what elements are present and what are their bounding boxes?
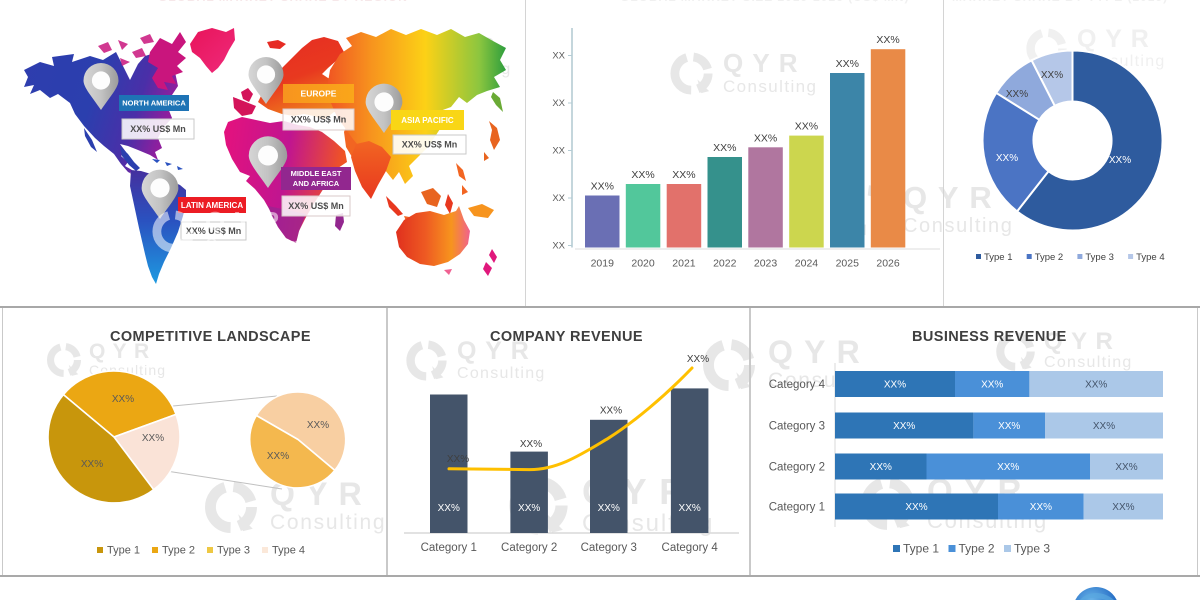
svg-text:XX%: XX%: [307, 420, 329, 431]
svg-text:XX%: XX%: [754, 132, 777, 144]
svg-text:2020: 2020: [631, 258, 655, 270]
svg-text:ASIA PACIFIC: ASIA PACIFIC: [401, 116, 454, 125]
svg-text:2021: 2021: [672, 258, 696, 270]
svg-text:XX: XX: [552, 193, 565, 204]
svg-text:MIDDLE EAST: MIDDLE EAST: [291, 169, 342, 178]
svg-text:Category 4: Category 4: [769, 379, 826, 391]
svg-text:XX%: XX%: [836, 58, 859, 70]
svg-text:Type 3: Type 3: [1085, 252, 1114, 263]
svg-text:XX%: XX%: [996, 153, 1018, 164]
svg-text:2023: 2023: [754, 258, 778, 270]
svg-text:XX%: XX%: [1085, 380, 1107, 391]
svg-text:XX: XX: [552, 241, 565, 252]
svg-text:XX%: XX%: [876, 34, 899, 46]
svg-text:XX%: XX%: [520, 439, 542, 450]
svg-text:Category 4: Category 4: [662, 542, 719, 554]
svg-text:XX%: XX%: [713, 142, 736, 154]
svg-text:Type 1: Type 1: [984, 252, 1013, 263]
svg-text:XX%: XX%: [997, 462, 1019, 473]
svg-text:XX%: XX%: [795, 121, 818, 133]
svg-text:XX% US$ Mn: XX% US$ Mn: [130, 124, 186, 134]
svg-text:Type 1: Type 1: [107, 545, 140, 557]
svg-text:2024: 2024: [795, 258, 819, 270]
svg-text:XX%: XX%: [905, 502, 927, 513]
svg-text:XX%: XX%: [81, 459, 103, 470]
svg-text:Type 4: Type 4: [1136, 252, 1165, 263]
svg-text:XX%: XX%: [600, 406, 622, 417]
svg-text:Type 2: Type 2: [162, 545, 195, 557]
svg-text:XX%: XX%: [672, 169, 695, 181]
svg-text:XX: XX: [552, 146, 565, 157]
svg-text:XX%: XX%: [679, 503, 701, 514]
svg-text:XX%: XX%: [884, 380, 906, 391]
svg-text:EUROPE: EUROPE: [301, 89, 337, 99]
svg-text:AND AFRICA: AND AFRICA: [293, 179, 340, 188]
svg-text:XX% US$ Mn: XX% US$ Mn: [402, 140, 458, 150]
svg-text:Type 2: Type 2: [1035, 252, 1064, 263]
svg-text:XX%: XX%: [1115, 462, 1137, 473]
svg-text:XX%: XX%: [598, 503, 620, 514]
svg-text:Type 2: Type 2: [959, 542, 995, 556]
svg-text:2025: 2025: [836, 258, 860, 270]
svg-text:XX: XX: [552, 51, 565, 62]
svg-text:Category 3: Category 3: [581, 542, 637, 554]
svg-text:XX% US$ Mn: XX% US$ Mn: [186, 226, 242, 236]
svg-text:2026: 2026: [876, 258, 900, 270]
svg-text:XX% US$ Mn: XX% US$ Mn: [291, 115, 347, 125]
svg-text:XX%: XX%: [591, 181, 614, 193]
svg-text:XX%: XX%: [447, 454, 469, 465]
svg-text:XX%: XX%: [687, 354, 709, 365]
svg-text:XX%: XX%: [1112, 502, 1134, 513]
svg-text:Type 1: Type 1: [903, 542, 939, 556]
svg-text:XX%: XX%: [870, 462, 892, 473]
svg-text:LATIN AMERICA: LATIN AMERICA: [181, 201, 243, 210]
svg-text:Category 2: Category 2: [769, 462, 825, 474]
svg-text:XX%: XX%: [1109, 155, 1131, 166]
svg-text:Type 4: Type 4: [272, 545, 305, 557]
svg-text:XX%: XX%: [1006, 89, 1028, 100]
svg-text:XX%: XX%: [112, 394, 134, 405]
svg-text:XX%: XX%: [1030, 502, 1052, 513]
svg-text:Type 3: Type 3: [217, 545, 250, 557]
svg-text:Category 2: Category 2: [501, 542, 557, 554]
svg-text:XX%: XX%: [518, 503, 540, 514]
svg-text:2022: 2022: [713, 258, 737, 270]
svg-text:XX%: XX%: [631, 169, 654, 181]
svg-text:XX%: XX%: [142, 433, 164, 444]
svg-text:XX%: XX%: [893, 421, 915, 432]
svg-text:XX%: XX%: [438, 503, 460, 514]
svg-text:XX%: XX%: [981, 380, 1003, 391]
svg-text:XX% US$ Mn: XX% US$ Mn: [288, 201, 344, 211]
svg-text:Category 1: Category 1: [769, 502, 825, 514]
svg-text:NORTH AMERICA: NORTH AMERICA: [122, 99, 186, 108]
svg-text:XX%: XX%: [998, 421, 1020, 432]
svg-text:XX%: XX%: [1093, 421, 1115, 432]
svg-text:Category 3: Category 3: [769, 421, 825, 433]
svg-text:XX: XX: [552, 98, 565, 109]
svg-text:2019: 2019: [591, 258, 615, 270]
svg-text:Category 1: Category 1: [421, 542, 477, 554]
svg-text:XX%: XX%: [267, 451, 289, 462]
svg-text:XX%: XX%: [1041, 70, 1063, 81]
svg-text:Type 3: Type 3: [1014, 542, 1050, 556]
